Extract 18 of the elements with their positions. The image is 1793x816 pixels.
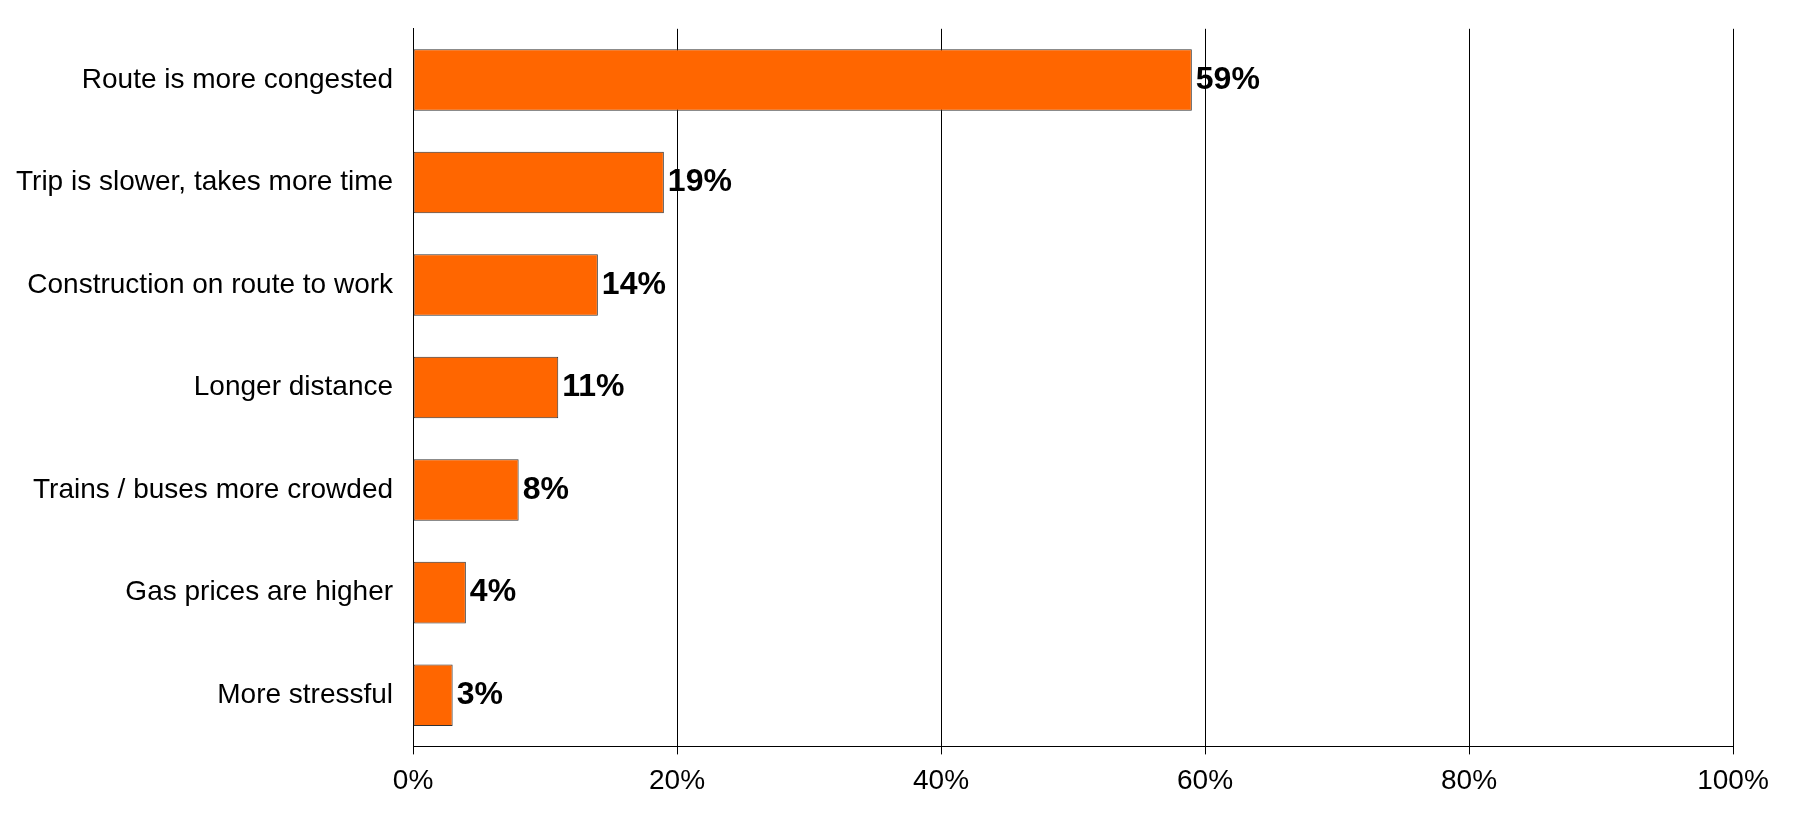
- x-tick-label: 20%: [649, 763, 706, 795]
- data-label: 4%: [469, 572, 517, 609]
- x-tick-label: 0%: [392, 763, 434, 795]
- y-tick-label: Gas prices are higher: [125, 575, 394, 607]
- x-tick-label: 80%: [1440, 763, 1498, 795]
- data-label: 14%: [601, 264, 666, 301]
- x-tick-label: 100%: [1697, 763, 1769, 795]
- x-tick-label: 40%: [913, 763, 970, 795]
- y-tick-label: More stressful: [217, 677, 394, 709]
- data-label: 8%: [522, 469, 569, 506]
- data-label: 11%: [562, 367, 625, 404]
- y-tick-label: Trip is slower, takes more time: [15, 165, 394, 197]
- y-tick-label: Construction on route to work: [27, 267, 395, 299]
- y-tick-label: Route is more congested: [81, 62, 394, 94]
- y-tick-label: Trains / buses more crowded: [33, 472, 394, 504]
- x-tick-label: 60%: [1177, 763, 1234, 795]
- y-tick-label: Longer distance: [193, 370, 394, 402]
- data-label: 3%: [456, 674, 503, 711]
